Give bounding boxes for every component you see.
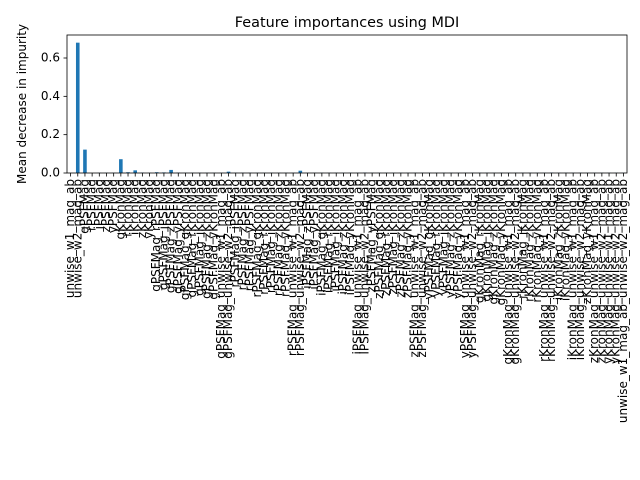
x-tick-label-53: yPSFMag_zKronMag — [444, 179, 458, 298]
bar-1 — [75, 42, 80, 173]
x-tick-label-61: gKronMag_unwise_w1_mag_ab — [501, 179, 515, 365]
x-tick-label-6: yPSFMag — [106, 179, 120, 233]
x-tick-label-27: rPSFMag_rKronMag — [257, 179, 271, 295]
y-axis-label: Mean decrease in impurity — [15, 24, 29, 184]
y-tick-label-1: 0.2 — [41, 127, 60, 141]
x-tick-label-75: yKronMag_unwise_w1_mag_ab — [602, 179, 616, 364]
x-tick-label-56: yPSFMag_unwise_w2_mag_ab — [465, 179, 479, 358]
x-tick-label-28: rPSFMag_iKronMag — [264, 179, 278, 293]
x-tick-label-72: zKronMag_yKronMag — [580, 179, 594, 304]
x-tick-label-34: iPSFMag_yPSFMag — [307, 179, 321, 290]
x-tick-label-77: unwise_w1_mag_ab_unwise_w2_mag_ab — [616, 179, 630, 423]
x-tick-label-5: zPSFMag — [99, 179, 113, 232]
x-tick-label-70: iKronMag_unwise_w1_mag_ab — [566, 179, 580, 360]
x-tick-label-12: gPSFMag_rPSFMag — [149, 179, 163, 292]
x-tick-label-74: zKronMag_unwise_w2_mag_ab — [594, 179, 608, 363]
x-tick-label-65: rKronMag_yKronMag — [530, 179, 544, 303]
x-tick-label-54: yPSFMag_yKronMag — [451, 179, 465, 299]
x-tick-label-35: iPSFMag_gKronMag — [314, 179, 328, 296]
x-tick-label-49: zPSFMag_unwise_w2_mag_ab — [415, 179, 429, 357]
x-tick-label-76: yKronMag_unwise_w2_mag_ab — [609, 179, 623, 364]
x-tick-label-60: gKronMag_yKronMag — [494, 179, 508, 305]
x-tick-label-36: iPSFMag_rKronMag — [322, 179, 336, 293]
x-tick-label-62: gKronMag_unwise_w2_mag_ab — [508, 179, 522, 365]
x-tick-label-66: rKronMag_unwise_w1_mag_ab — [537, 179, 551, 362]
x-tick-label-16: gPSFMag_gKronMag — [178, 179, 192, 300]
x-tick-label-23: rPSFMag_iPSFMag — [228, 179, 242, 287]
x-tick-label-69: iKronMag_yKronMag — [558, 179, 572, 301]
x-tick-label-8: rKronMag — [121, 179, 135, 237]
x-tick-label-40: iPSFMag_unwise_w1_mag_ab — [350, 179, 364, 355]
x-tick-label-59: gKronMag_zKronMag — [487, 179, 501, 305]
x-tick-label-1: unwise_w2_mag_ab — [70, 179, 84, 298]
x-tick-label-46: zPSFMag_zKronMag — [393, 179, 407, 298]
x-tick-label-41: iPSFMag_unwise_w2_mag_ab — [357, 179, 371, 355]
x-tick-label-3: rPSFMag — [85, 179, 99, 231]
x-tick-label-29: rPSFMag_zKronMag — [271, 179, 285, 296]
x-tick-label-9: iKronMag — [128, 179, 142, 235]
x-tick-label-44: zPSFMag_rKronMag — [379, 179, 393, 296]
x-tick-label-24: rPSFMag_zPSFMag — [235, 179, 249, 290]
x-tick-label-42: zPSFMag_yPSFMag — [365, 179, 379, 293]
x-tick-label-45: zPSFMag_iKronMag — [386, 179, 400, 295]
x-tick-label-11: yKronMag — [142, 179, 156, 239]
x-tick-label-39: iPSFMag_yKronMag — [343, 179, 357, 295]
x-tick-label-57: gKronMag_rKronMag — [472, 179, 486, 303]
x-tick-label-22: gPSFMag_unwise_w2_mag_ab — [221, 179, 235, 359]
x-tick-label-50: yPSFMag_gKronMag — [422, 179, 436, 300]
x-tick-label-32: rPSFMag_unwise_w2_mag_ab — [293, 179, 307, 356]
x-tick-label-4: iPSFMag — [92, 179, 106, 229]
x-tick-label-21: gPSFMag_unwise_w1_mag_ab — [214, 179, 228, 359]
x-tick-label-55: yPSFMag_unwise_w1_mag_ab — [458, 179, 472, 358]
x-tick-label-38: iPSFMag_zKronMag — [336, 179, 350, 295]
bar-22 — [226, 171, 231, 173]
bar-32 — [298, 170, 303, 173]
x-tick-label-20: gPSFMag_yKronMag — [207, 179, 221, 300]
y-tick-label-3: 0.6 — [41, 51, 60, 65]
x-tick-label-0: unwise_w1_mag_ab — [63, 179, 77, 298]
x-tick-label-19: gPSFMag_zKronMag — [200, 179, 214, 299]
x-tick-label-26: rPSFMag_gKronMag — [250, 179, 264, 297]
x-tick-label-10: zKronMag — [135, 179, 149, 238]
x-tick-label-14: gPSFMag_zPSFMag — [164, 179, 178, 293]
x-tick-label-2: gPSFMag — [77, 179, 91, 234]
x-tick-label-73: zKronMag_unwise_w1_mag_ab — [587, 179, 601, 363]
x-tick-label-71: iKronMag_unwise_w2_mag_ab — [573, 179, 587, 360]
x-tick-label-17: gPSFMag_rKronMag — [185, 179, 199, 297]
x-tick-label-47: zPSFMag_yKronMag — [401, 179, 415, 298]
plot-frame — [66, 34, 628, 174]
y-tick-label-2: 0.4 — [41, 89, 60, 103]
x-tick-label-48: zPSFMag_unwise_w1_mag_ab — [408, 179, 422, 357]
y-axis: 0.0 0.2 0.4 0.6 — [41, 51, 67, 180]
x-tick-label-7: gKronMag — [113, 179, 127, 239]
x-tick-label-31: rPSFMag_unwise_w1_mag_ab — [286, 179, 300, 356]
bar-9 — [133, 170, 137, 173]
x-tick-label-18: gPSFMag_iKronMag — [192, 179, 206, 296]
x-tick-label-64: rKronMag_zKronMag — [523, 179, 537, 302]
x-tick-label-67: rKronMag_unwise_w2_mag_ab — [544, 179, 558, 362]
x-axis: unwise_w1_mag_abunwise_w2_mag_abgPSFMagr… — [63, 173, 630, 423]
x-tick-label-51: yPSFMag_rKronMag — [429, 179, 443, 297]
x-tick-label-37: iPSFMag_iKronMag — [329, 179, 343, 292]
x-tick-label-25: rPSFMag_yPSFMag — [243, 179, 257, 291]
x-tick-label-33: iPSFMag_zPSFMag — [300, 179, 314, 289]
x-tick-label-58: gKronMag_iKronMag — [480, 179, 494, 302]
x-tick-label-15: gPSFMag_yPSFMag — [171, 179, 185, 294]
x-tick-label-52: yPSFMag_iKronMag — [436, 179, 450, 295]
x-tick-label-43: zPSFMag_gKronMag — [372, 179, 386, 299]
bar-14 — [169, 169, 173, 173]
chart-title: Feature importances using MDI — [235, 15, 459, 31]
x-tick-label-13: gPSFMag_iPSFMag — [156, 179, 170, 290]
bar-7 — [119, 159, 123, 173]
bar-2 — [83, 149, 87, 173]
y-tick-label-0: 0.0 — [41, 166, 60, 180]
x-tick-label-63: rKronMag_iKronMag — [515, 179, 529, 299]
x-tick-label-30: rPSFMag_yKronMag — [278, 179, 292, 297]
x-tick-label-68: iKronMag_zKronMag — [551, 179, 565, 300]
